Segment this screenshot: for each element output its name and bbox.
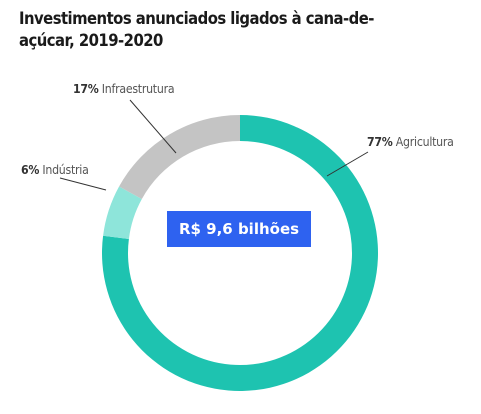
donut-slice-industria	[103, 186, 142, 239]
leader-lines	[59, 99, 369, 191]
donut-slice-infraestrutura	[119, 115, 240, 200]
slice-percent-agricultura: 77%	[367, 134, 393, 149]
slice-name-infraestrutura: Infraestrutura	[101, 81, 175, 96]
slice-label-agricultura: 77% Agricultura	[367, 134, 454, 149]
chart-title: Investimentos anunciados ligados à cana-…	[19, 9, 374, 50]
slice-label-industria: 6% Indústria	[21, 162, 89, 177]
slice-label-infraestrutura: 17% Infraestrutura	[73, 81, 175, 96]
leader-line-industria	[59, 177, 107, 191]
slice-name-industria: Indústria	[42, 162, 89, 177]
leader-line-infraestrutura	[129, 99, 177, 154]
slice-percent-infraestrutura: 17%	[73, 81, 99, 96]
leader-line-agricultura	[326, 151, 369, 177]
total-badge: R$ 9,6 bilhões	[167, 211, 311, 247]
slice-percent-industria: 6%	[21, 162, 40, 177]
donut-slices	[102, 115, 379, 392]
total-value: R$ 9,6 bilhões	[178, 220, 300, 238]
slice-name-agricultura: Agricultura	[395, 134, 454, 149]
